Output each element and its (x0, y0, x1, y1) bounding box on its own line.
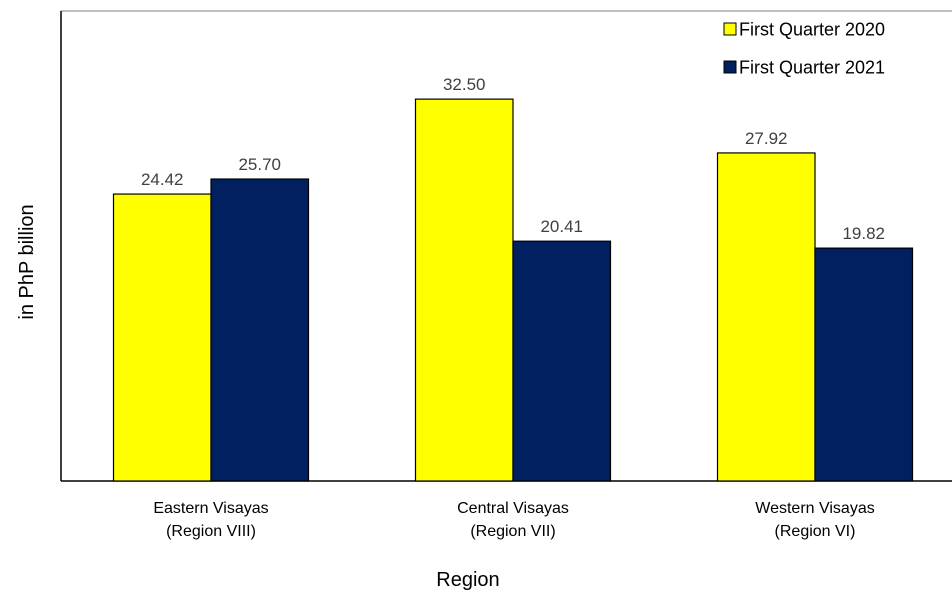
data-label: 25.70 (238, 155, 281, 174)
x-tick-label: Eastern Visayas (153, 500, 268, 517)
legend-label: First Quarter 2021 (739, 58, 885, 78)
data-label: 19.82 (842, 224, 885, 243)
legend-swatch (723, 22, 737, 36)
data-labels-group: 24.42 25.70 32.50 20.41 27.92 19.82 (141, 75, 885, 243)
bar-series2-cat2 (512, 240, 612, 482)
x-tick-label: (Region VII) (470, 523, 555, 540)
bar-series2-cat1 (210, 178, 310, 482)
x-tick-label: (Region VI) (775, 523, 856, 540)
data-label: 32.50 (443, 75, 486, 94)
x-tick-labels-group: Eastern Visayas (Region VIII) Central Visa… (153, 500, 874, 540)
x-tick-label: Central Visayas (457, 500, 569, 517)
data-label: 27.92 (745, 129, 788, 148)
legend-swatch (723, 60, 737, 74)
bar-series2-cat3 (814, 247, 914, 482)
bar-series1-cat3 (716, 152, 816, 482)
legend-label: First Quarter 2020 (739, 20, 885, 40)
bar-series1-cat1 (112, 193, 212, 482)
y-axis-label: in PhP billion (16, 204, 38, 319)
bar-series1-cat2 (414, 98, 514, 482)
data-label: 24.42 (141, 170, 184, 189)
x-tick-label: Western Visayas (755, 500, 874, 517)
data-label: 20.41 (540, 217, 583, 236)
bars-group (112, 98, 914, 482)
legend: First Quarter 2020 First Quarter 2021 (723, 20, 885, 78)
x-axis-label: Region (436, 569, 499, 591)
x-tick-label: (Region VIII) (166, 523, 256, 540)
